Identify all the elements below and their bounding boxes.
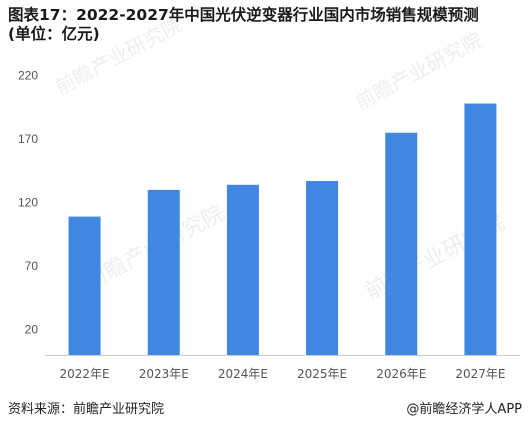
x-tick-label: 2026年E bbox=[376, 367, 426, 381]
x-axis: 2022年E 2023年E 2024年E 2025年E 2026年E 2027年E bbox=[60, 367, 506, 381]
bar-2022年E bbox=[68, 216, 101, 355]
y-axis: 20 70 120 170 220 bbox=[18, 69, 38, 337]
x-tick-label: 2022年E bbox=[60, 367, 110, 381]
watermark: 前瞻产业研究院 bbox=[51, 12, 186, 99]
credit-note: @前瞻经济学人APP bbox=[406, 402, 522, 417]
x-tick-label: 2027年E bbox=[455, 367, 505, 381]
y-tick-label: 20 bbox=[25, 323, 39, 337]
x-tick-label: 2023年E bbox=[139, 367, 189, 381]
watermark: 前瞻产业研究院 bbox=[351, 27, 486, 114]
y-tick-label: 220 bbox=[18, 69, 38, 83]
x-tick-label: 2024年E bbox=[218, 367, 268, 381]
bar-2024年E bbox=[226, 184, 259, 355]
y-tick-label: 70 bbox=[25, 259, 39, 273]
bar-2023年E bbox=[147, 189, 180, 355]
bar-2025年E bbox=[306, 181, 339, 355]
chart-title: 图表17：2022-2027年中国光伏逆变器行业国内市场销售规模预测 (单位：亿元… bbox=[8, 6, 520, 44]
y-tick-label: 120 bbox=[18, 196, 38, 210]
y-tick-label: 170 bbox=[18, 132, 38, 146]
chart-title-line1: 图表17：2022-2027年中国光伏逆变器行业国内市场销售规模预测 bbox=[8, 6, 479, 24]
bars bbox=[68, 103, 497, 355]
chart-title-line2: (单位：亿元) bbox=[8, 25, 100, 43]
source-note: 资料来源：前瞻产业研究院 bbox=[8, 402, 165, 417]
bar-2027年E bbox=[464, 103, 497, 355]
x-tick-label: 2025年E bbox=[297, 367, 347, 381]
watermark-layer: 前瞻产业研究院 前瞻产业研究院 前瞻产业研究院 前瞻产业研究院 bbox=[51, 12, 509, 305]
bar-2026年E bbox=[385, 132, 418, 355]
